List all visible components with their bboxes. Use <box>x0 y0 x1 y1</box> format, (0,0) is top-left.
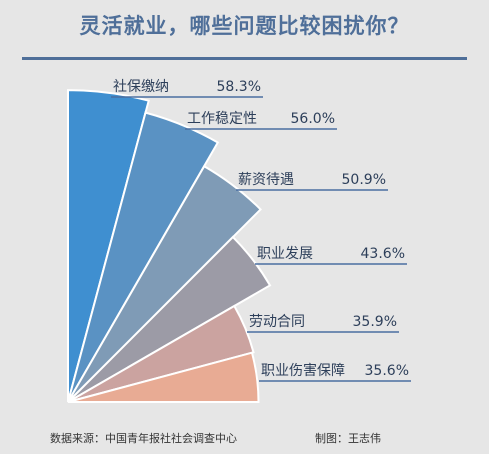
fan-bars <box>67 89 272 403</box>
value-label-2: 56.0% <box>291 111 335 127</box>
category-label-5: 劳动合同 <box>249 314 305 330</box>
fan-labels: 社保缴纳 58.3% 工作稳定性 56.0% 薪资待遇 50.9% 职业发展 43.6% 劳动合… <box>111 79 411 382</box>
chart-title: 灵活就业，哪些问题比较困扰你？ <box>79 14 410 38</box>
category-label-4: 职业发展 <box>257 246 313 262</box>
value-label-5: 35.9% <box>353 314 397 330</box>
fan-bar-4 <box>67 235 272 403</box>
title-underline <box>22 57 467 60</box>
value-label-4: 43.6% <box>361 246 405 262</box>
value-label-3: 50.9% <box>342 172 386 188</box>
credit: 制图：王志伟 <box>315 432 381 445</box>
category-label-1: 社保缴纳 <box>113 79 169 95</box>
value-label-6: 35.6% <box>365 363 409 379</box>
fan-bar-2 <box>67 111 220 403</box>
value-label-1: 58.3% <box>217 79 261 95</box>
category-label-3: 薪资待遇 <box>238 172 294 188</box>
data-source: 数据来源：中国青年报社社会调查中心 <box>50 432 237 445</box>
fan-bar-6 <box>67 351 260 403</box>
category-label-6: 职业伤害保障 <box>261 363 345 379</box>
fan-bar-5 <box>67 304 255 403</box>
category-label-2: 工作稳定性 <box>187 111 257 127</box>
fan-bar-3 <box>67 164 263 403</box>
